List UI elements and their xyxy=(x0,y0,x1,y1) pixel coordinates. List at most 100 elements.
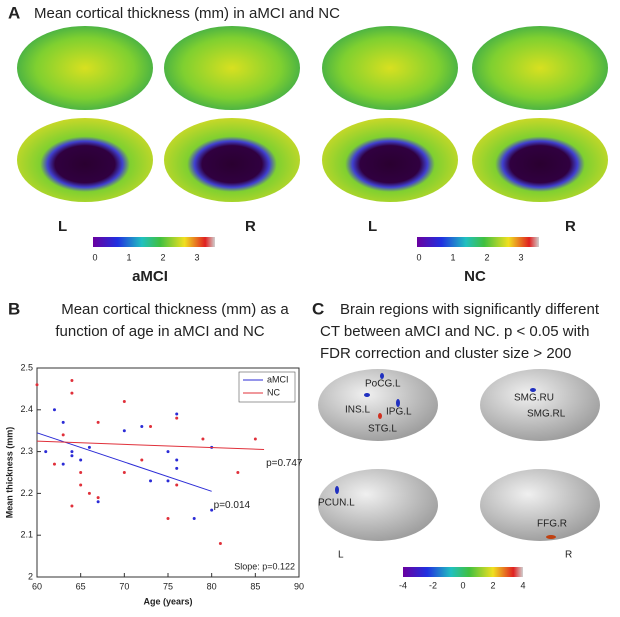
fit-line xyxy=(36,440,265,451)
group-label: NC xyxy=(464,268,486,285)
brain-lateral xyxy=(322,26,458,110)
legend-label: NC xyxy=(267,387,280,397)
colorbar xyxy=(403,567,523,577)
x-tick-label: 75 xyxy=(163,581,173,591)
point xyxy=(122,471,126,474)
x-tick-label: 90 xyxy=(294,581,304,591)
colorbar-tick-label: -4 xyxy=(399,580,407,590)
brain-lateral xyxy=(17,26,153,110)
point xyxy=(61,462,65,466)
point xyxy=(175,483,179,487)
colorbar-tick-label: 4 xyxy=(520,580,525,590)
colorbar xyxy=(417,237,539,247)
region-spot xyxy=(530,388,536,392)
point xyxy=(79,471,83,474)
x-tick-label: 70 xyxy=(119,581,129,591)
colorbar-tick-label: 2 xyxy=(484,252,489,262)
point xyxy=(210,508,214,512)
colorbar-tick-label: -2 xyxy=(429,580,437,590)
point xyxy=(149,479,153,483)
point xyxy=(175,416,179,420)
y-tick-label: 2.4 xyxy=(20,404,33,414)
brain-medial xyxy=(322,118,458,202)
x-tick-label: 80 xyxy=(207,581,217,591)
hemi-label: R xyxy=(565,550,572,561)
fit-label: p=0.747 xyxy=(266,458,303,469)
point xyxy=(44,450,48,454)
point xyxy=(166,516,170,520)
panel-title: FDR correction and cluster size > 200 xyxy=(320,345,571,362)
point xyxy=(70,391,74,395)
point xyxy=(166,479,170,483)
point xyxy=(236,471,240,474)
point xyxy=(140,458,144,462)
region-label: INS.L xyxy=(345,405,370,416)
point xyxy=(87,491,91,495)
brain-medial xyxy=(164,118,300,202)
point xyxy=(70,450,74,454)
point xyxy=(79,483,83,487)
point xyxy=(70,504,74,508)
panel-title: CT between aMCI and NC. p < 0.05 with xyxy=(320,323,589,340)
colorbar-tick-label: 1 xyxy=(126,252,131,262)
point xyxy=(140,425,144,429)
point xyxy=(96,500,100,504)
panel-title: Mean cortical thickness (mm) as a xyxy=(61,301,289,318)
colorbar-tick-label: 0 xyxy=(416,252,421,262)
x-tick-label: 60 xyxy=(32,581,42,591)
point xyxy=(61,433,65,437)
brain-medial xyxy=(318,469,438,541)
point xyxy=(175,466,179,470)
colorbar xyxy=(93,237,215,247)
region-spot xyxy=(364,393,370,397)
region-label: PCUN.L xyxy=(318,498,355,509)
region-label: FFG.R xyxy=(537,519,567,530)
legend-box xyxy=(238,371,296,403)
hemi-label: R xyxy=(245,218,256,235)
hemi-label: L xyxy=(338,550,344,561)
point xyxy=(122,399,126,403)
annotation: Slope: p=0.122 xyxy=(234,561,295,571)
point xyxy=(87,445,91,449)
colorbar-tick-label: 2 xyxy=(160,252,165,262)
region-spot xyxy=(378,413,382,419)
y-tick-label: 2.5 xyxy=(20,362,33,372)
x-tick-label: 65 xyxy=(76,581,86,591)
colorbar-tick-label: 1 xyxy=(450,252,455,262)
legend-label: aMCI xyxy=(267,374,289,384)
x-axis-label: Age (years) xyxy=(143,596,192,606)
point xyxy=(70,379,74,383)
panel-title: Mean cortical thickness (mm) in aMCI and… xyxy=(34,5,340,22)
colorbar-tick-label: 3 xyxy=(518,252,523,262)
region-spot xyxy=(396,399,400,407)
point xyxy=(166,450,170,454)
point xyxy=(79,458,83,462)
point xyxy=(149,425,153,429)
colorbar-tick-label: 0 xyxy=(460,580,465,590)
brain-medial xyxy=(480,469,600,541)
point xyxy=(201,437,205,441)
y-tick-label: 2.2 xyxy=(20,488,33,498)
brain-medial xyxy=(472,118,608,202)
hemi-label: L xyxy=(58,218,67,235)
colorbar-tick-label: 0 xyxy=(92,252,97,262)
point xyxy=(253,437,257,441)
panel-title: Brain regions with significantly differe… xyxy=(340,301,600,318)
brain-lateral xyxy=(480,369,600,441)
point xyxy=(52,462,56,466)
brain-lateral xyxy=(472,26,608,110)
panel-title: function of age in aMCI and NC xyxy=(55,323,264,340)
x-tick-label: 85 xyxy=(250,581,260,591)
point xyxy=(96,496,100,500)
region-label: SMG.RL xyxy=(527,409,566,420)
point xyxy=(192,516,196,520)
region-spot xyxy=(335,486,339,494)
region-label: STG.L xyxy=(368,424,397,435)
panel-b: B Mean cortical thickness (mm) as a func… xyxy=(8,299,300,578)
panel-c: C Brain regions with significantly diffe… xyxy=(312,299,600,577)
panel-label: B xyxy=(8,299,20,318)
colorbar-tick-label: 2 xyxy=(490,580,495,590)
point xyxy=(175,458,179,462)
y-axis-label: Mean thickness (mm) xyxy=(4,427,14,519)
